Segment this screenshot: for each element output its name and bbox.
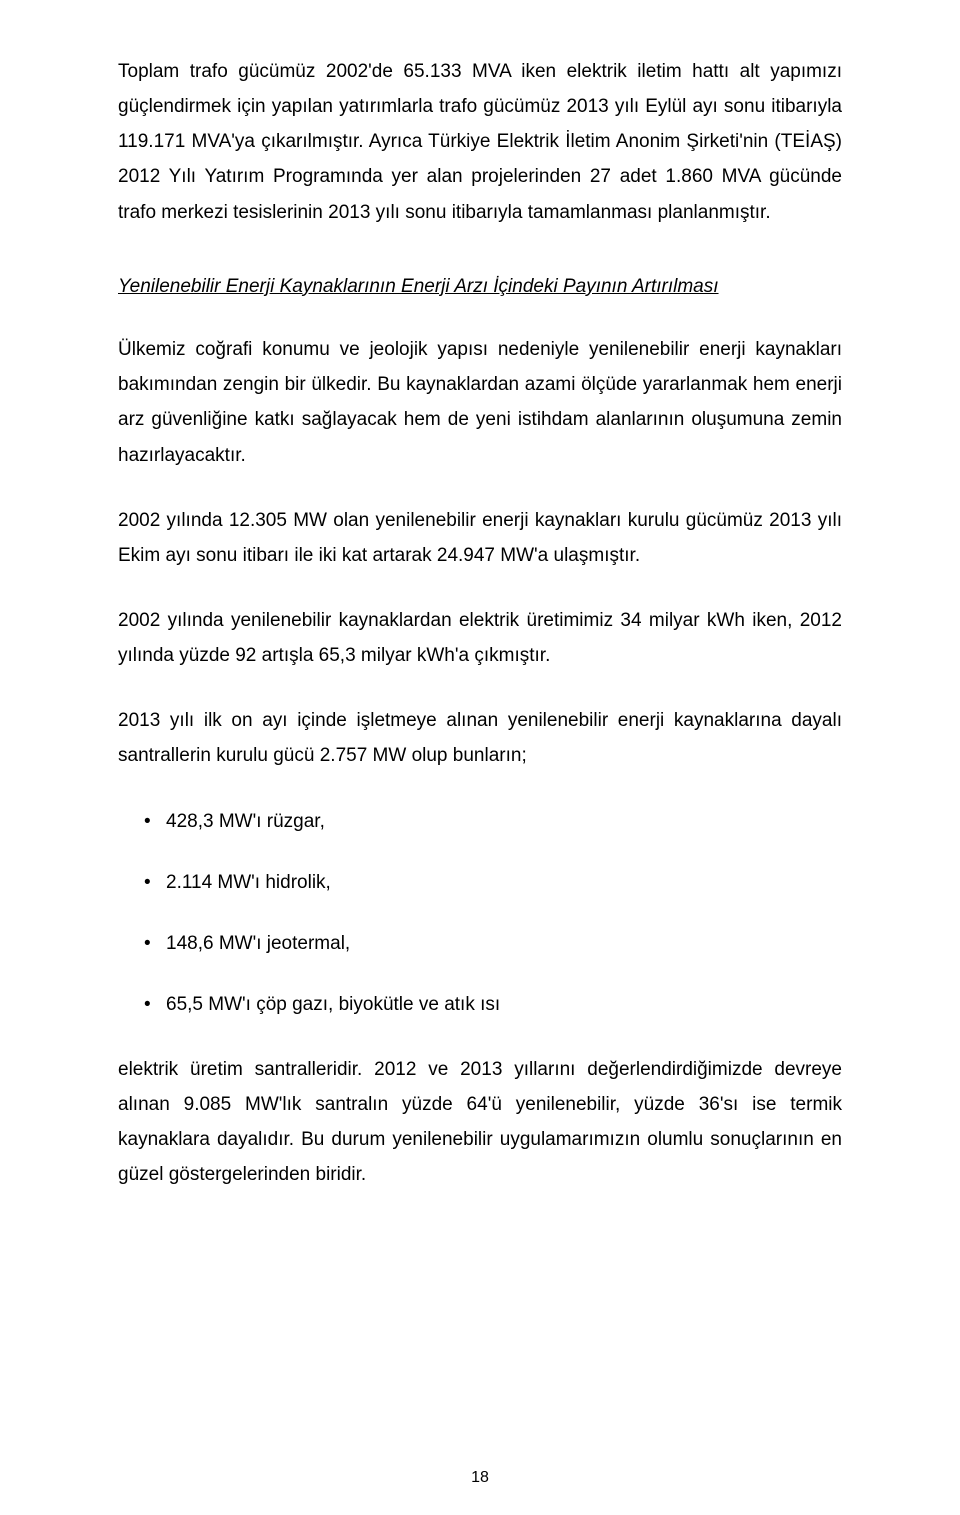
paragraph-5: 2013 yılı ilk on ayı içinde işletmeye al… <box>118 703 842 773</box>
paragraph-4: 2002 yılında yenilenebilir kaynaklardan … <box>118 603 842 673</box>
paragraph-3: 2002 yılında 12.305 MW olan yenilenebili… <box>118 503 842 573</box>
document-page: Toplam trafo gücümüz 2002'de 65.133 MVA … <box>0 0 960 1515</box>
bullet-list-power-breakdown: 428,3 MW'ı rüzgar, 2.114 MW'ı hidrolik, … <box>118 804 842 1023</box>
paragraph-1: Toplam trafo gücümüz 2002'de 65.133 MVA … <box>118 54 842 230</box>
page-number: 18 <box>0 1469 960 1487</box>
list-item: 428,3 MW'ı rüzgar, <box>118 804 842 839</box>
list-item: 148,6 MW'ı jeotermal, <box>118 926 842 961</box>
list-item: 2.114 MW'ı hidrolik, <box>118 865 842 900</box>
list-item: 65,5 MW'ı çöp gazı, biyokütle ve atık ıs… <box>118 987 842 1022</box>
paragraph-6: elektrik üretim santralleridir. 2012 ve … <box>118 1052 842 1193</box>
subheading-renewable-energy: Yenilenebilir Enerji Kaynaklarının Enerj… <box>118 272 842 302</box>
paragraph-2: Ülkemiz coğrafi konumu ve jeolojik yapıs… <box>118 332 842 473</box>
